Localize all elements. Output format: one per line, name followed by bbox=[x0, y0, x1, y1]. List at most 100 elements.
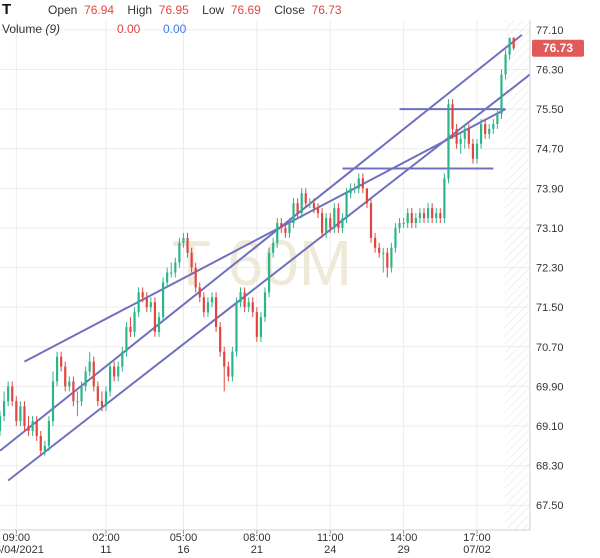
close-value: 76.73 bbox=[311, 3, 342, 17]
candle-body bbox=[133, 312, 136, 332]
candle bbox=[357, 173, 360, 194]
candle-body bbox=[276, 223, 279, 243]
candle bbox=[512, 37, 515, 51]
ohlc-legend: T bbox=[2, 1, 11, 18]
x-tick-time: 05:00 bbox=[170, 532, 198, 544]
candle bbox=[406, 208, 409, 228]
candle bbox=[88, 351, 91, 377]
candle-body bbox=[484, 123, 487, 134]
candle-body bbox=[304, 193, 307, 204]
candle-body bbox=[182, 237, 185, 243]
y-tick-label: 67.50 bbox=[536, 500, 564, 512]
last-price-tag-box bbox=[532, 39, 584, 57]
candle-body bbox=[247, 302, 250, 308]
candle bbox=[496, 109, 499, 129]
y-tick-label: 76.30 bbox=[536, 65, 564, 77]
grid-lines bbox=[0, 20, 530, 530]
candle-body bbox=[394, 227, 397, 248]
candle bbox=[194, 262, 197, 293]
candle bbox=[280, 218, 283, 233]
y-tick-label: 70.70 bbox=[536, 342, 564, 354]
candle-body bbox=[353, 188, 356, 190]
candle-body bbox=[231, 351, 234, 377]
candle bbox=[312, 198, 316, 214]
volume-value-blue: 0.00 bbox=[163, 22, 187, 36]
candle bbox=[402, 218, 405, 228]
candle-body bbox=[496, 114, 499, 124]
candle-body bbox=[190, 252, 193, 268]
candle-body bbox=[137, 292, 140, 313]
candle bbox=[447, 99, 450, 184]
candle-body bbox=[378, 247, 381, 253]
candle bbox=[100, 391, 104, 412]
candle bbox=[292, 198, 295, 228]
candle-body bbox=[223, 351, 226, 367]
candle-body bbox=[0, 416, 2, 431]
candle-body bbox=[337, 208, 340, 228]
candle bbox=[129, 317, 132, 337]
y-axis: 77.10 76.30 75.50 74.70 73.90 73.10 72.30 71.50… bbox=[536, 25, 564, 512]
candle bbox=[353, 183, 356, 194]
candle-body bbox=[439, 213, 442, 219]
volume-value-1: 0.00 bbox=[117, 22, 140, 36]
candle bbox=[475, 138, 479, 164]
candle bbox=[47, 416, 51, 451]
candle-body bbox=[414, 218, 417, 224]
candle bbox=[263, 287, 267, 323]
candle bbox=[390, 242, 393, 273]
candle-body bbox=[296, 203, 299, 214]
candle-body bbox=[243, 292, 246, 308]
candle bbox=[479, 119, 483, 149]
candle bbox=[414, 213, 417, 228]
watermark: T 60M bbox=[172, 227, 352, 299]
ohlc-values: Open 76.94 High 76.95 Low 76.69 Close 76… bbox=[48, 3, 342, 17]
candle-body bbox=[11, 386, 14, 402]
candle bbox=[166, 267, 169, 288]
y-tick-label: 73.10 bbox=[536, 223, 564, 235]
candle bbox=[210, 292, 214, 308]
candle-body bbox=[320, 213, 324, 233]
candle bbox=[333, 203, 336, 233]
candle-body bbox=[492, 123, 495, 129]
candle bbox=[455, 123, 458, 149]
candle bbox=[178, 237, 181, 268]
open-label: Open bbox=[48, 3, 78, 17]
candle-body bbox=[141, 292, 144, 298]
candle-body bbox=[333, 208, 336, 228]
candle-body bbox=[475, 143, 479, 159]
candle-body bbox=[390, 247, 393, 268]
candle-body bbox=[365, 188, 369, 204]
close-label: Close bbox=[274, 3, 305, 17]
trend-line[interactable] bbox=[23, 108, 507, 363]
candle bbox=[451, 99, 454, 139]
trend-line[interactable] bbox=[0, 34, 523, 452]
candle bbox=[296, 198, 299, 219]
candle-body bbox=[345, 193, 348, 219]
candle bbox=[500, 69, 503, 120]
open-value: 76.94 bbox=[84, 3, 115, 17]
candle-body bbox=[398, 223, 401, 228]
candle bbox=[259, 312, 263, 342]
candle bbox=[190, 247, 193, 273]
candle bbox=[431, 203, 434, 224]
y-tick-label: 75.50 bbox=[536, 104, 564, 116]
candle-body bbox=[431, 208, 434, 219]
candle bbox=[64, 361, 67, 392]
candle-body bbox=[51, 381, 55, 422]
candle bbox=[365, 188, 369, 209]
volume-period: (9) bbox=[45, 22, 61, 36]
candle bbox=[2, 391, 6, 422]
y-tick-label: 69.10 bbox=[536, 421, 564, 433]
candle-body bbox=[386, 252, 389, 268]
candle bbox=[51, 371, 55, 427]
candle-body bbox=[96, 386, 99, 402]
candle bbox=[23, 401, 26, 431]
x-tick-date: 21 bbox=[251, 544, 263, 556]
x-tick-date: 29 bbox=[397, 544, 409, 556]
candle bbox=[304, 188, 307, 209]
last-price-tag-value: 76.73 bbox=[543, 41, 573, 55]
candle-body bbox=[422, 213, 426, 219]
future-area-hatch bbox=[505, 20, 529, 530]
candle bbox=[27, 416, 30, 436]
